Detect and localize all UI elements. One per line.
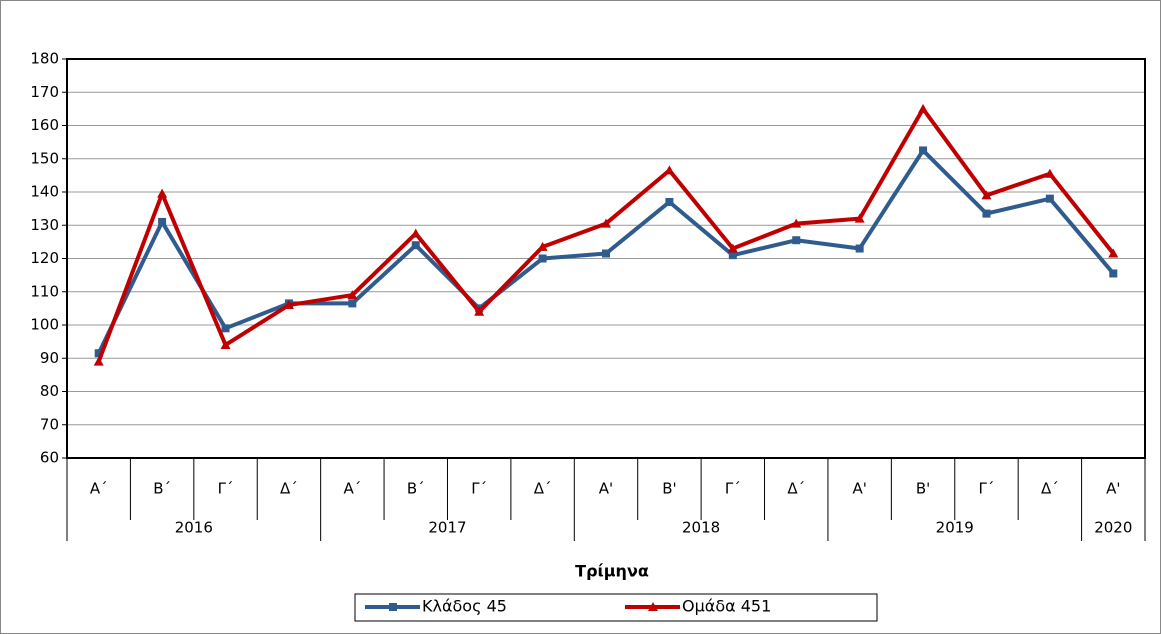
x-tick-label: Δ΄ (1041, 480, 1059, 498)
x-tick-label: Δ΄ (787, 480, 805, 498)
marker (728, 251, 737, 260)
marker (157, 188, 168, 198)
year-label: 2016 (175, 519, 213, 537)
y-tick-label: 150 (30, 149, 59, 167)
x-tick-label: Α' (1106, 480, 1120, 498)
legend-box (354, 593, 878, 622)
year-label: 2019 (936, 519, 974, 537)
x-axis-title: Τρίμηνα (575, 562, 649, 581)
x-tick-label: Δ΄ (280, 480, 298, 498)
marker (389, 603, 397, 611)
marker (854, 213, 865, 223)
marker (791, 218, 802, 228)
y-tick-label: 70 (40, 415, 59, 433)
x-tick-label: Α΄ (90, 480, 108, 498)
marker (158, 217, 167, 226)
x-tick-label: Γ΄ (979, 480, 995, 498)
x-tick-label: Δ΄ (534, 480, 552, 498)
y-tick-label: 110 (30, 282, 59, 300)
marker (221, 324, 230, 333)
marker (1109, 269, 1118, 278)
marker (220, 339, 231, 349)
plot-border (66, 58, 1146, 459)
marker (602, 249, 610, 258)
y-tick-label: 170 (30, 83, 59, 101)
marker (94, 349, 103, 358)
year-label: 2018 (682, 519, 720, 537)
x-tick-label: Β΄ (407, 480, 425, 498)
marker (665, 197, 674, 206)
marker (664, 165, 675, 175)
y-tick-label: 130 (30, 216, 59, 234)
marker (727, 243, 738, 253)
year-label: 2017 (428, 519, 466, 537)
marker (283, 300, 294, 310)
marker (601, 218, 611, 228)
y-tick-label: 60 (40, 449, 59, 467)
x-tick-label: Β' (662, 480, 676, 498)
x-tick-label: Α' (852, 480, 866, 498)
y-tick-label: 140 (30, 183, 59, 201)
y-tick-label: 100 (30, 316, 59, 334)
x-tick-label: Α΄ (343, 480, 361, 498)
marker (411, 241, 420, 250)
marker (93, 356, 104, 366)
marker (919, 146, 928, 155)
marker (1108, 248, 1119, 258)
marker (981, 190, 992, 200)
marker (918, 103, 929, 113)
marker (348, 299, 357, 308)
marker (474, 306, 485, 316)
x-tick-label: Β' (916, 480, 930, 498)
y-tick-label: 180 (30, 50, 59, 68)
y-tick-label: 160 (30, 116, 59, 134)
marker (792, 236, 801, 245)
marker (982, 209, 991, 218)
marker (537, 241, 548, 251)
legend-label: Κλάδος 45 (422, 597, 507, 616)
y-tick-label: 120 (30, 249, 59, 267)
marker (1044, 168, 1055, 178)
marker (855, 244, 864, 253)
legend-label: Ομάδα 451 (682, 597, 771, 616)
x-tick-label: Γ΄ (471, 480, 487, 498)
x-tick-label: Γ΄ (725, 480, 741, 498)
marker (347, 290, 358, 300)
marker (538, 254, 547, 263)
marker (1045, 194, 1054, 203)
x-tick-label: Β΄ (153, 480, 171, 498)
marker (648, 602, 658, 611)
x-tick-label: Α' (599, 480, 613, 498)
y-tick-label: 90 (40, 349, 59, 367)
y-tick-label: 80 (40, 382, 59, 400)
year-label: 2020 (1094, 519, 1132, 537)
marker (410, 228, 421, 238)
x-tick-label: Γ΄ (218, 480, 234, 498)
